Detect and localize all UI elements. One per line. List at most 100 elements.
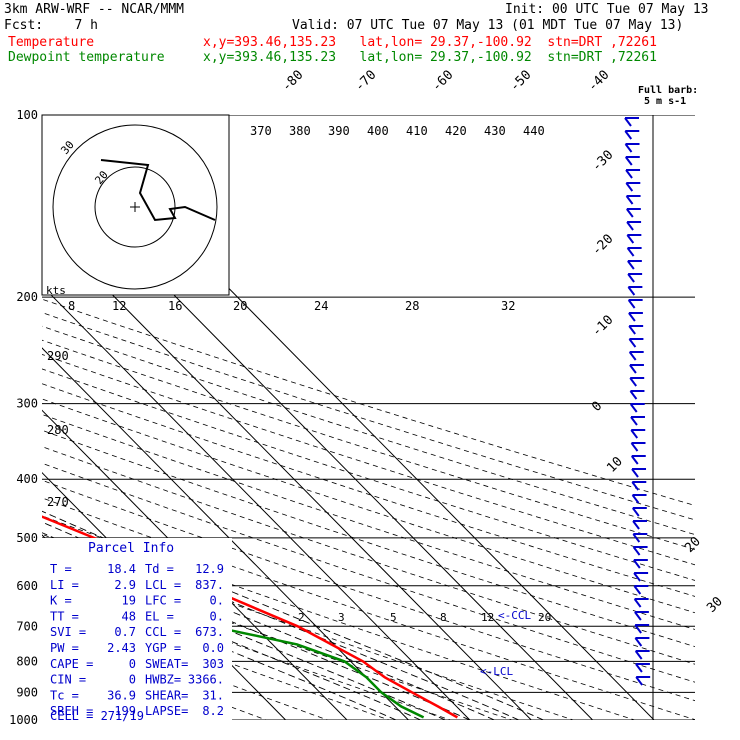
parcel-label: SVI = [50,625,86,639]
theta-label: 380 [289,124,311,138]
dry-adiabat [42,462,695,683]
mixing-ratio-lower-label: 5 [390,611,397,624]
hodograph-ring-outer [52,124,218,290]
mixing-ratio-label: 24 [314,299,328,313]
parcel-label: T = [50,562,72,576]
parcel-value: 303 [202,657,224,671]
isotherm [42,284,471,720]
parcel-label: HWBZ= [145,673,181,687]
parcel-label: LFC = [145,594,181,608]
wind-barb-staff [628,338,637,348]
parcel-value: 0. [210,609,224,623]
isotherm-label: -70 [352,68,379,95]
lcl-marker: <-LCL [480,665,513,678]
dry-adiabat [42,479,695,702]
wind-barb-staff [633,559,641,569]
isotherm-label: -10 [589,313,616,340]
parcel-label: LAPSE= [145,704,188,718]
mixing-ratio-label: 8 [68,299,75,313]
pressure-label-400: 400 [16,472,38,486]
wind-barb-staff [627,286,636,296]
wind-barb-staff [630,455,639,465]
theta-left-label: 280 [47,423,69,437]
wind-barb-staff [626,221,634,231]
dry-adiabat [42,533,574,720]
parcel-label: Td = [145,562,174,576]
mixing-ratio-label: 28 [405,299,419,313]
pressure-label-900: 900 [16,685,38,699]
parcel-label: EL = [145,609,174,623]
ccl-marker: <-CCL [498,609,531,622]
wind-barb-staff [624,156,633,166]
parcel-value: 837. [195,578,224,592]
wind-barb-staff [631,507,640,517]
temperature-legend: Temperature [8,35,95,50]
isotherm-label: -50 [507,68,534,95]
wind-barb-staff [631,468,639,478]
pressure-label-1000: 1000 [9,713,38,727]
parcel-info-panel: Parcel Info T = 18.4 Td = 12.9 LI = 2.9 LCL = 8… [42,538,232,723]
wind-barbs [624,115,654,720]
parcel-label: LI = [50,578,79,592]
dry-adiabat [42,383,695,597]
isotherm [42,222,532,720]
wind-barb-staff [634,624,642,634]
parcel-value: 8.2 [202,704,224,718]
mixing-ratio-label: 12 [112,299,126,313]
parcel-info-background [42,538,232,720]
wind-barb-staff [625,195,634,205]
wind-barb-staff [634,650,643,660]
parcel-cell-motion: CELL = 271/19 [50,709,144,723]
wind-barb-staff [626,247,635,257]
dewpoint-station-info: x,y=393.46,135.23 lat,lon= 29.37,-100.92… [203,50,657,65]
theta-left-label: 290 [47,349,69,363]
isotherm-label: -60 [429,68,456,95]
wind-barb-staff [635,663,643,673]
wind-barb-staff [625,169,633,179]
pressure-label-600: 600 [16,579,38,593]
isotherm-label: -40 [585,68,612,95]
parcel-value: 31. [202,688,224,702]
parcel-label: TT = [50,609,79,623]
parcel-value: 199 [114,704,136,718]
parcel-value: 19 [122,594,136,608]
wind-barb-staff [633,585,642,595]
mixing-ratio-lower-label: 20 [538,611,551,624]
pressure-label-800: 800 [16,654,38,668]
parcel-value: 0.0 [202,641,224,655]
theta-label: 430 [484,124,506,138]
pressure-label-700: 700 [16,619,38,633]
wind-barb-staff [635,676,643,686]
pressure-label-200: 200 [16,290,38,304]
parcel-label: PW = [50,641,79,655]
wind-barb-staff [632,520,640,530]
wind-barb-staff [624,143,633,153]
model-title: 3km ARW-WRF -- NCAR/MMM [4,2,185,17]
parcel-value: 0 [129,673,136,687]
wind-barb-staff [629,403,638,413]
parcel-value: 48 [122,609,136,623]
parcel-value: 18.4 [107,562,136,576]
theta-label: 440 [523,124,545,138]
wind-barb-staff [634,611,642,621]
dry-adiabat [42,398,695,614]
wind-barb-staff [628,325,636,335]
parcel-label: Tc = [50,688,79,702]
hodograph-kts-label: kts [46,284,66,297]
init-time: Init: 00 UTC Tue 07 May 13 [505,2,709,17]
temperature-station-info: x,y=393.46,135.23 lat,lon= 29.37,-100.92… [203,35,657,50]
dry-adiabat [42,592,390,720]
isotherm-label: 0 [589,399,605,415]
parcel-label: LCL = [145,578,181,592]
theta-label: 410 [406,124,428,138]
wind-barb-staff [631,481,640,491]
parcel-label: CAPE = [50,657,93,671]
parcel-label: K = [50,594,72,608]
wind-barb-staff [632,533,641,543]
wind-barb-staff [627,260,635,270]
isotherm [42,409,348,720]
wind-barb-staff [628,351,637,361]
pressure-label-300: 300 [16,397,38,411]
pressure-label-100: 100 [16,108,38,122]
dry-adiabat [42,414,695,630]
